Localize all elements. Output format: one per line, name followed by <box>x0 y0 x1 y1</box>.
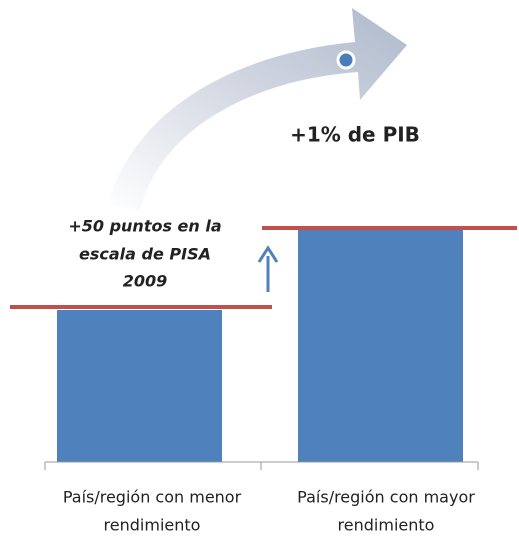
bar <box>298 230 463 462</box>
category-label: País/región con menor <box>63 488 242 507</box>
bar <box>57 310 222 462</box>
category-label: rendimiento <box>338 516 435 535</box>
curved-arrow <box>108 8 407 210</box>
pisa-label-line: 2009 <box>123 272 168 291</box>
category-label: rendimiento <box>104 516 201 535</box>
up-arrow-head <box>257 245 279 263</box>
category-label: País/región con mayor <box>297 488 475 507</box>
arrow-dot <box>336 50 356 70</box>
pisa-label-line: +50 puntos en la <box>68 217 221 236</box>
pisa-label-line: escala de PISA <box>79 245 211 264</box>
growth-label: +1% de PIB <box>290 123 420 147</box>
